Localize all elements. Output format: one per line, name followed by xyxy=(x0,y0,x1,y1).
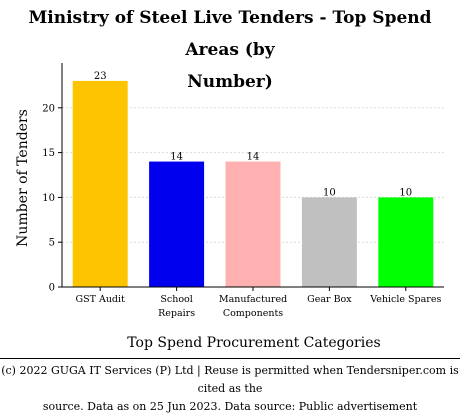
y-tick-label: 0 xyxy=(49,283,55,294)
y-tick-label: 5 xyxy=(49,238,55,249)
chart-title-line1: Ministry of Steel Live Tenders - Top Spe… xyxy=(28,8,432,60)
footer-line2: source. Data as on 25 Jun 2023. Data sou… xyxy=(42,400,418,413)
axes: 0 5 10 15 20 GST Audit School Repairs Manufactur… xyxy=(42,63,444,319)
footer-line1: (c) 2022 GUGA IT Services (P) Ltd | Reus… xyxy=(1,364,459,395)
data-label: 10 xyxy=(323,187,336,198)
x-tick-label: School xyxy=(160,294,192,305)
data-label: 23 xyxy=(94,71,107,82)
x-axis-label: Top Spend Procurement Categories xyxy=(127,335,380,351)
y-tick-label: 10 xyxy=(42,193,55,204)
y-axis-label: Number of Tenders xyxy=(15,109,31,247)
data-label: 14 xyxy=(170,152,183,163)
bar xyxy=(301,197,357,287)
footer-credits: (c) 2022 GUGA IT Services (P) Ltd | Reus… xyxy=(0,358,460,413)
x-tick-label: Vehicle Spares xyxy=(369,294,441,305)
bar-chart: 23 14 14 10 10 0 5 10 15 20 GST Audit School Repair… xyxy=(15,63,444,351)
x-tick-label: GST Audit xyxy=(76,294,126,305)
x-tick-label: Gear Box xyxy=(307,294,352,305)
chart-title: Ministry of Steel Live Tenders - Top Spe… xyxy=(0,2,460,98)
bar xyxy=(225,161,281,287)
bar xyxy=(378,197,434,287)
x-tick-label: Repairs xyxy=(158,308,195,319)
y-tick-label: 20 xyxy=(42,103,55,114)
y-tick-label: 15 xyxy=(42,148,55,159)
chart-title-line2: Number) xyxy=(187,72,273,92)
data-label: 10 xyxy=(399,187,412,198)
x-tick-label: Manufactured xyxy=(219,294,287,305)
data-label: 14 xyxy=(247,152,260,163)
bar xyxy=(149,161,205,287)
bar xyxy=(72,80,128,287)
bars: 23 14 14 10 10 xyxy=(72,71,434,287)
x-tick-label: Components xyxy=(223,308,283,319)
